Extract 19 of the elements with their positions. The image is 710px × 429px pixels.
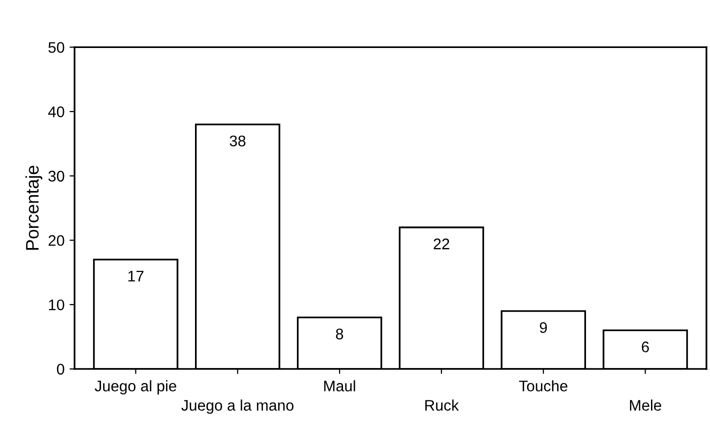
- y-axis-title: Porcentaje: [25, 166, 42, 250]
- data-label: 6: [642, 341, 649, 352]
- x-tick-label: Ruck: [425, 400, 459, 411]
- y-tick-label: 0: [56, 364, 64, 375]
- data-label: 22: [434, 238, 450, 250]
- x-tick-label: Juego a la mano: [181, 400, 294, 414]
- y-tick-label: 10: [49, 299, 64, 310]
- data-label: 38: [230, 136, 246, 146]
- x-tick-label: Mele: [630, 400, 662, 411]
- x-tick-label: Maul: [324, 380, 356, 392]
- y-tick-label: 50: [48, 42, 64, 53]
- data-label: 17: [128, 270, 144, 282]
- y-tick-label: 40: [48, 106, 64, 118]
- data-label: 9: [540, 322, 547, 334]
- x-tick-label: Juego al pie: [94, 380, 176, 394]
- data-label: 8: [336, 328, 344, 340]
- y-tick-label: 20: [48, 235, 64, 246]
- y-tick-label: 30: [48, 170, 64, 182]
- x-tick-label: Touche: [519, 380, 568, 392]
